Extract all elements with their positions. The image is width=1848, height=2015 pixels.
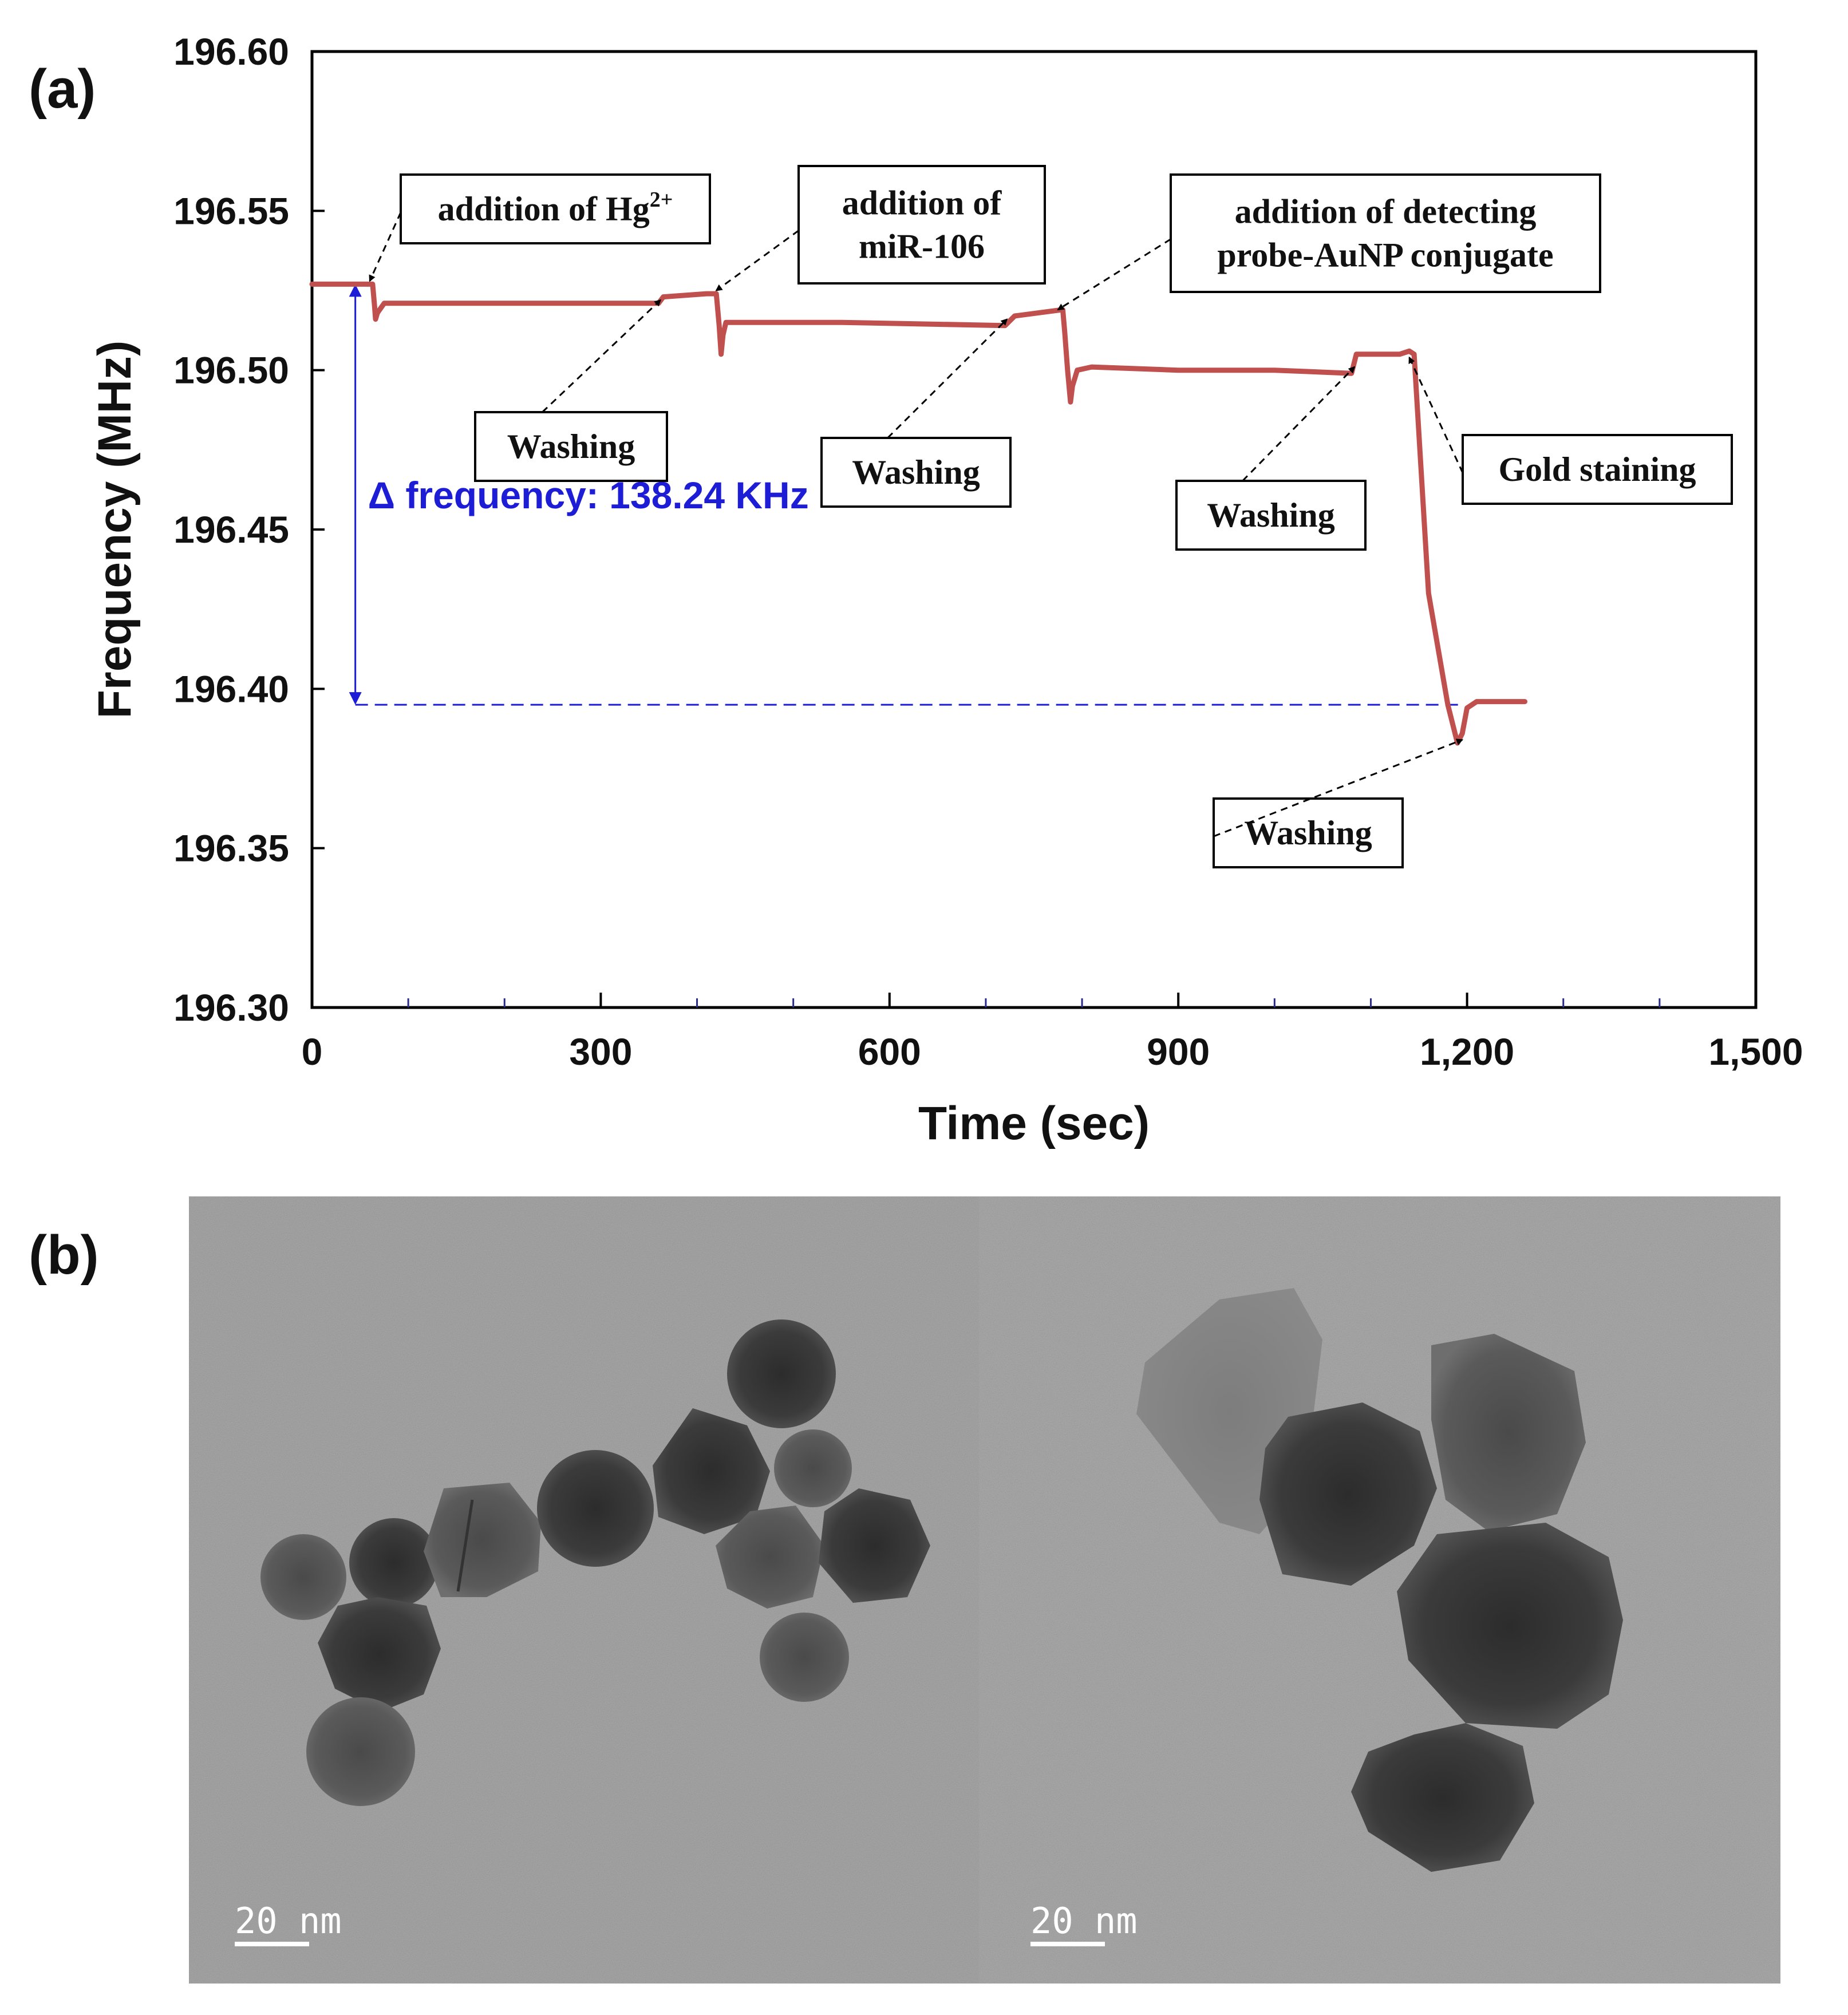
scale-bar-right — [1030, 1942, 1105, 1946]
annotation-text: miR-106 — [859, 228, 985, 266]
x-tick-label: 600 — [858, 1030, 921, 1073]
annotation-text: Washing — [507, 428, 635, 465]
annotation-arrow — [369, 212, 402, 282]
panel-letter-b: (b) — [29, 1224, 99, 1286]
y-tick-label: 196.30 — [173, 986, 289, 1029]
x-tick-label: 900 — [1147, 1030, 1210, 1073]
y-tick-label: 196.55 — [173, 189, 289, 232]
annotation-arrow — [542, 299, 662, 413]
annotation-text: Washing — [1207, 496, 1334, 534]
y-tick-label: 196.45 — [173, 508, 289, 551]
y-tick-labels: 196.30 196.35 196.40 196.45 196.50 196.55 196.… — [173, 30, 289, 1029]
y-tick-label: 196.40 — [173, 667, 289, 710]
annotation-box: Washing — [1213, 738, 1464, 868]
scale-label-left: 20 nm — [235, 1900, 342, 1942]
series-line — [309, 281, 1527, 746]
annotations-layer: addition of Hg2+ addition ofmiR-106additi… — [369, 165, 1733, 868]
nanoparticle-cluster-left — [260, 1319, 930, 1806]
panel-letter-a: (a) — [29, 58, 96, 120]
y-tick-label: 196.50 — [173, 349, 289, 392]
annotation-box: Washing — [474, 299, 668, 482]
series-layer — [309, 281, 1527, 746]
y-axis-title: Frequency (MHz) — [89, 341, 141, 719]
x-axis-title: Time (sec) — [918, 1097, 1150, 1149]
annotation-arrow — [1408, 356, 1464, 473]
tem-micrograph-right: 20 nm — [979, 1196, 1780, 1984]
x-tick-labels: 0 300 600 900 1,200 1,500 — [302, 1030, 1803, 1073]
annotation-box: Washing — [1175, 366, 1367, 551]
annotation-box: Gold staining — [1408, 356, 1733, 505]
annotation-arrow — [715, 230, 799, 291]
annotation-box: addition of miR-106 — [715, 165, 1046, 291]
x-tick-label: 1,500 — [1708, 1030, 1803, 1073]
annotation-box: addition of detecting probe-AuNP conjugat… — [1057, 173, 1601, 311]
annotation-text: Washing — [852, 453, 980, 491]
frequency-chart: 196.30 196.35 196.40 196.45 196.50 196.55 196.… — [89, 30, 1803, 1149]
y-tick-label: 196.60 — [173, 30, 289, 73]
annotation-arrow — [1057, 238, 1171, 311]
tem-micrograph-left: 20 nm — [189, 1196, 979, 1984]
annotation-text: addition of Hg2+ — [438, 188, 673, 228]
nanoparticle-cluster-right — [1136, 1288, 1623, 1872]
scale-bar-left — [235, 1942, 309, 1946]
annotation-arrow — [1213, 738, 1464, 837]
scale-label-right: 20 nm — [1030, 1900, 1138, 1942]
annotation-arrow — [1242, 366, 1356, 482]
annotation-text: probe-AuNP conjugate — [1217, 236, 1553, 274]
annotation-box: addition of Hg2+ — [369, 173, 711, 282]
annotation-text: Washing — [1244, 814, 1372, 852]
annotation-text: Gold staining — [1498, 451, 1696, 488]
annotation-text: addition of — [842, 184, 1002, 222]
y-tick-label: 196.35 — [173, 827, 289, 870]
x-tick-label: 300 — [569, 1030, 632, 1073]
x-tick-label: 0 — [302, 1030, 323, 1073]
axis-ticks — [311, 50, 1757, 1009]
x-tick-label: 1,200 — [1420, 1030, 1514, 1073]
annotation-text: addition of detecting — [1235, 193, 1537, 231]
annotation-box: Washing — [820, 318, 1012, 508]
annotation-arrow — [887, 318, 1008, 439]
